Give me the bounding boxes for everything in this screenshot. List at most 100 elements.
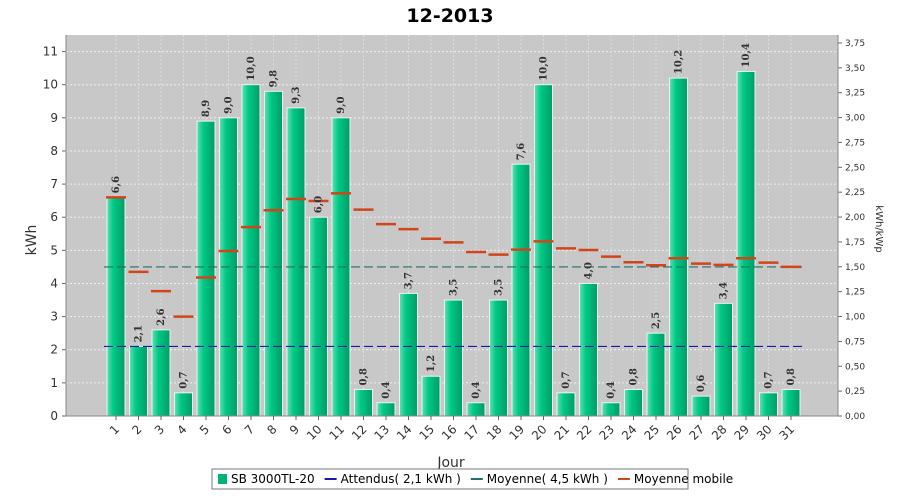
y-right-tick-label: 1,75 xyxy=(845,238,865,248)
x-axis-label: Jour xyxy=(436,455,465,471)
legend-entry: SB 3000TL-20 xyxy=(231,472,315,486)
bar xyxy=(399,292,418,417)
x-tick-label: 15 xyxy=(416,422,437,443)
data-label: 9,0 xyxy=(224,96,235,113)
y-tick-label: 4 xyxy=(50,276,58,290)
data-label: 4,0 xyxy=(584,262,595,279)
y-tick-label: 1 xyxy=(50,376,58,390)
data-label: 6,6 xyxy=(111,176,122,193)
x-tick-label: 1 xyxy=(107,422,122,437)
legend-swatch xyxy=(218,474,227,484)
bar xyxy=(376,402,396,417)
y-right-tick-label: 0,25 xyxy=(845,387,865,397)
y-tick-label: 0 xyxy=(50,409,58,423)
x-tick-label: 11 xyxy=(326,422,347,443)
y-right-tick-label: 3,75 xyxy=(845,39,865,49)
bar xyxy=(646,332,666,417)
y-tick-label: 2 xyxy=(50,343,58,357)
bar xyxy=(174,392,193,417)
data-label: 0,4 xyxy=(606,381,617,398)
data-label: 3,5 xyxy=(494,279,505,296)
x-tick-label: 30 xyxy=(754,422,775,443)
data-label: 0,4 xyxy=(471,381,482,398)
x-tick-label: 17 xyxy=(461,422,482,443)
bar xyxy=(444,299,463,417)
bar xyxy=(264,90,283,417)
bar xyxy=(624,388,643,417)
x-tick-label: 9 xyxy=(287,422,302,437)
bar xyxy=(511,163,531,417)
y-right-tick-label: 3,50 xyxy=(845,64,865,74)
legend-entry: Moyenne mobile xyxy=(634,472,733,486)
x-tick-label: 19 xyxy=(506,422,527,443)
x-tick-label: 8 xyxy=(264,422,279,437)
data-label: 9,8 xyxy=(269,70,280,87)
bar xyxy=(129,345,148,417)
x-tick-label: 31 xyxy=(776,422,797,443)
y-tick-label: 11 xyxy=(43,45,58,59)
y-right-tick-label: 2,75 xyxy=(845,138,865,148)
data-label: 0,7 xyxy=(179,371,190,388)
y-right-tick-label: 2,50 xyxy=(845,163,865,173)
x-tick-label: 25 xyxy=(641,422,662,443)
x-tick-label: 28 xyxy=(709,422,730,443)
data-label: 10,4 xyxy=(741,43,752,67)
bar xyxy=(781,388,801,417)
data-label: 0,7 xyxy=(561,371,572,388)
x-tick-label: 14 xyxy=(394,422,415,443)
data-label: 7,6 xyxy=(516,143,527,160)
x-tick-label: 4 xyxy=(174,422,189,437)
bar xyxy=(286,107,306,417)
data-label: 0,6 xyxy=(696,375,707,392)
bar xyxy=(736,70,756,417)
x-tick-label: 21 xyxy=(551,422,572,443)
y-right-tick-label: 0,00 xyxy=(845,412,865,422)
data-label: 2,1 xyxy=(134,325,145,342)
y-axis-label: kWh xyxy=(24,225,40,256)
x-tick-label: 29 xyxy=(731,422,752,443)
bar xyxy=(579,282,598,417)
bar xyxy=(669,77,688,417)
y-right-tick-label: 3,00 xyxy=(845,114,865,124)
y-right-tick-label: 1,00 xyxy=(845,313,865,323)
bar xyxy=(534,84,553,417)
data-label: 10,2 xyxy=(674,50,685,74)
legend: SB 3000TL-20 Attendus( 2,1 kWh ) Moyenne( … xyxy=(211,468,733,490)
data-label: 6,0 xyxy=(314,196,325,213)
x-tick-label: 22 xyxy=(574,422,595,443)
data-label: 9,0 xyxy=(336,96,347,113)
x-tick-label: 3 xyxy=(152,422,167,437)
data-label: 0,8 xyxy=(359,368,370,385)
x-tick-label: 5 xyxy=(197,422,212,437)
data-label: 2,6 xyxy=(156,308,167,325)
chart-title: 12-2013 xyxy=(406,5,493,27)
x-tick-label: 18 xyxy=(484,422,505,443)
data-label: 0,7 xyxy=(764,371,775,388)
bar xyxy=(309,216,328,417)
y-tick-label: 5 xyxy=(50,243,58,257)
bar xyxy=(354,388,373,417)
bar xyxy=(241,84,261,417)
y-tick-label: 8 xyxy=(50,144,58,158)
x-tick-label: 26 xyxy=(664,422,685,443)
y-tick-label: 3 xyxy=(50,310,58,324)
y-right-tick-label: 2,00 xyxy=(845,213,865,223)
x-tick-label: 7 xyxy=(242,422,257,437)
y-right-tick-label: 3,25 xyxy=(845,89,865,99)
data-label: 8,9 xyxy=(201,100,212,117)
y-right-tick-label: 2,25 xyxy=(845,188,865,198)
x-tick-label: 10 xyxy=(304,422,325,443)
data-label: 3,7 xyxy=(404,272,415,289)
bar xyxy=(489,299,508,417)
bar xyxy=(466,402,486,417)
legend-box xyxy=(211,468,689,490)
bar xyxy=(759,392,778,417)
x-tick-label: 13 xyxy=(371,422,392,443)
bar xyxy=(151,329,171,417)
y-tick-label: 6 xyxy=(50,210,58,224)
y-axis-right-label: kWh/kWp xyxy=(873,205,884,252)
y-right-tick-label: 1,25 xyxy=(845,288,865,298)
x-tick-label: 2 xyxy=(129,422,144,437)
y-tick-label: 10 xyxy=(43,78,58,92)
data-label: 10,0 xyxy=(539,56,550,80)
